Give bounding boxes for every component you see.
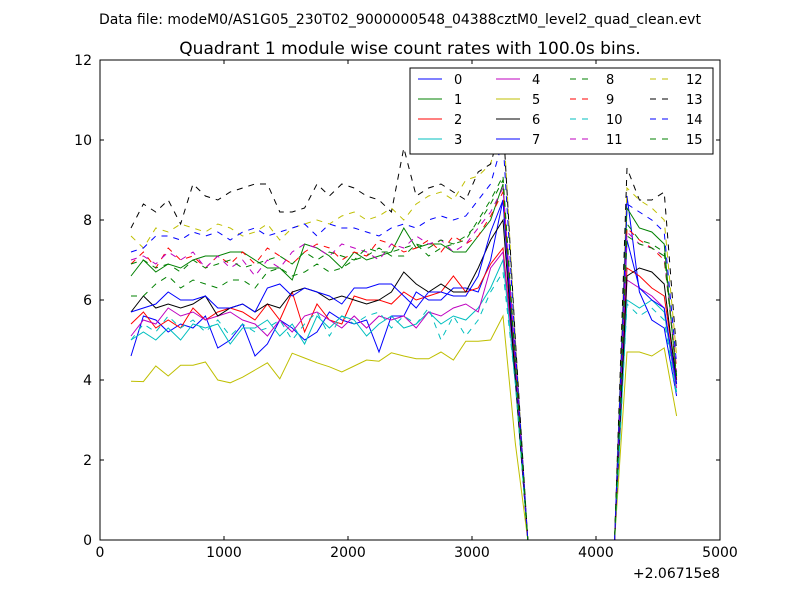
legend-label: 9 (606, 93, 614, 108)
legend-label: 12 (686, 73, 703, 88)
y-tick-label: 2 (83, 453, 92, 469)
series-line-9 (130, 190, 678, 541)
x-offset-label: +2.06715e8 (633, 566, 720, 582)
legend-label: 6 (532, 113, 540, 128)
x-tick-label: 5000 (702, 545, 738, 561)
legend-label: 1 (454, 93, 462, 108)
series-line-1 (130, 183, 678, 541)
y-tick-label: 6 (83, 293, 92, 309)
y-tick-label: 4 (83, 373, 92, 389)
series-line-6 (130, 218, 678, 541)
x-tick-label: 2000 (330, 545, 366, 561)
legend-label: 7 (532, 133, 540, 148)
x-tick-label: 1000 (206, 545, 242, 561)
y-tick-label: 10 (74, 133, 92, 149)
legend-label: 8 (606, 73, 614, 88)
y-tick-label: 12 (74, 53, 92, 69)
y-tick-label: 8 (83, 213, 92, 229)
legend-label: 11 (606, 133, 623, 148)
legend-label: 13 (686, 93, 703, 108)
legend-label: 5 (532, 93, 540, 108)
series-line-11 (130, 186, 678, 541)
series-line-3 (130, 258, 678, 541)
series-line-4 (130, 250, 678, 541)
series-line-5 (130, 314, 678, 541)
series-line-15 (130, 178, 678, 541)
data-file-header: Data file: modeM0/AS1G05_230T02_90000005… (99, 12, 701, 28)
legend-box (409, 67, 714, 155)
chart-title: Quadrant 1 module wise count rates with … (179, 39, 640, 59)
y-tick-label: 0 (83, 533, 92, 549)
legend-label: 4 (532, 73, 540, 88)
series-line-7 (130, 199, 678, 541)
legend-label: 2 (454, 113, 462, 128)
series-line-10 (130, 270, 678, 541)
legend-label: 10 (606, 113, 623, 128)
series-layer (130, 115, 678, 541)
x-tick-label: 3000 (454, 545, 490, 561)
legend-label: 0 (454, 73, 462, 88)
series-line-2 (130, 246, 678, 541)
legend-label: 3 (454, 133, 462, 148)
series-line-13 (130, 119, 678, 541)
legend-label: 15 (686, 133, 703, 148)
legend-label: 14 (686, 113, 703, 128)
x-tick-label: 0 (96, 545, 105, 561)
series-line-8 (131, 174, 678, 541)
x-tick-label: 4000 (578, 545, 614, 561)
series-line-14 (130, 139, 678, 541)
